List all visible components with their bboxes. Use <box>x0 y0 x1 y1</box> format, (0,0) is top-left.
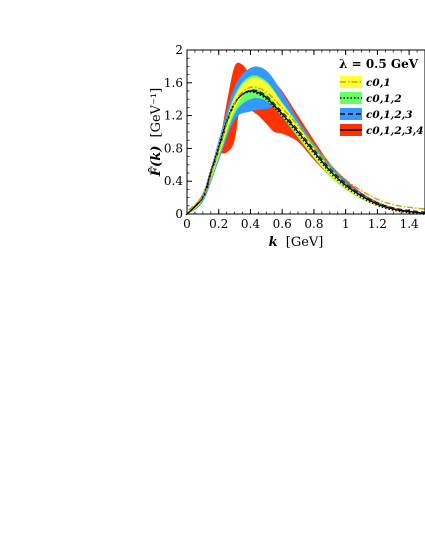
central-line-dashed <box>187 89 425 214</box>
x-tick-label: 0 <box>183 217 191 231</box>
y-tick-label: 1.6 <box>164 76 183 90</box>
axis-ticks <box>186 49 425 215</box>
x-tick-label: 1 <box>342 217 350 231</box>
legend: λ = 0.5 GeV c0,1 c0,1,2 c0,1,2,3 c0,1,2,3,4 <box>339 57 424 137</box>
central-line-solid <box>186 90 425 215</box>
central-lines <box>185 86 425 216</box>
legend-title: λ = 0.5 GeV <box>339 57 419 71</box>
legend-label-3: c0,1,2,3,4 <box>366 125 424 137</box>
x-axis-label: k [GeV] <box>269 235 324 250</box>
central-line-dotted <box>185 91 425 216</box>
x-tick-label: 0.4 <box>241 217 260 231</box>
y-tick-label: 1.2 <box>164 109 183 123</box>
x-tick-label: 1.4 <box>400 217 419 231</box>
y-axis-label: F̂(k) [GeV⁻¹] <box>148 88 164 177</box>
y-tick-label: 2 <box>175 43 183 57</box>
legend-swatch-0 <box>340 76 362 88</box>
legend-label-2: c0,1,2,3 <box>366 109 413 121</box>
tick-labels: 0 0.2 0.4 0.6 0.8 1 1.2 1.4 0 0.4 0.8 1.2 1.6 2 <box>164 43 419 231</box>
y-tick-label: 0.4 <box>164 174 183 188</box>
y-tick-label: 0.8 <box>164 141 183 155</box>
x-tick-label: 0.6 <box>273 217 292 231</box>
x-tick-label: 0.2 <box>209 217 228 231</box>
legend-label-0: c0,1 <box>366 77 391 89</box>
legend-label-1: c0,1,2 <box>366 93 402 105</box>
y-tick-label: 0 <box>175 207 183 221</box>
x-tick-label: 0.8 <box>304 217 323 231</box>
central-line-dashdot <box>188 86 425 211</box>
band-0 <box>187 77 425 214</box>
x-tick-label: 1.2 <box>368 217 387 231</box>
